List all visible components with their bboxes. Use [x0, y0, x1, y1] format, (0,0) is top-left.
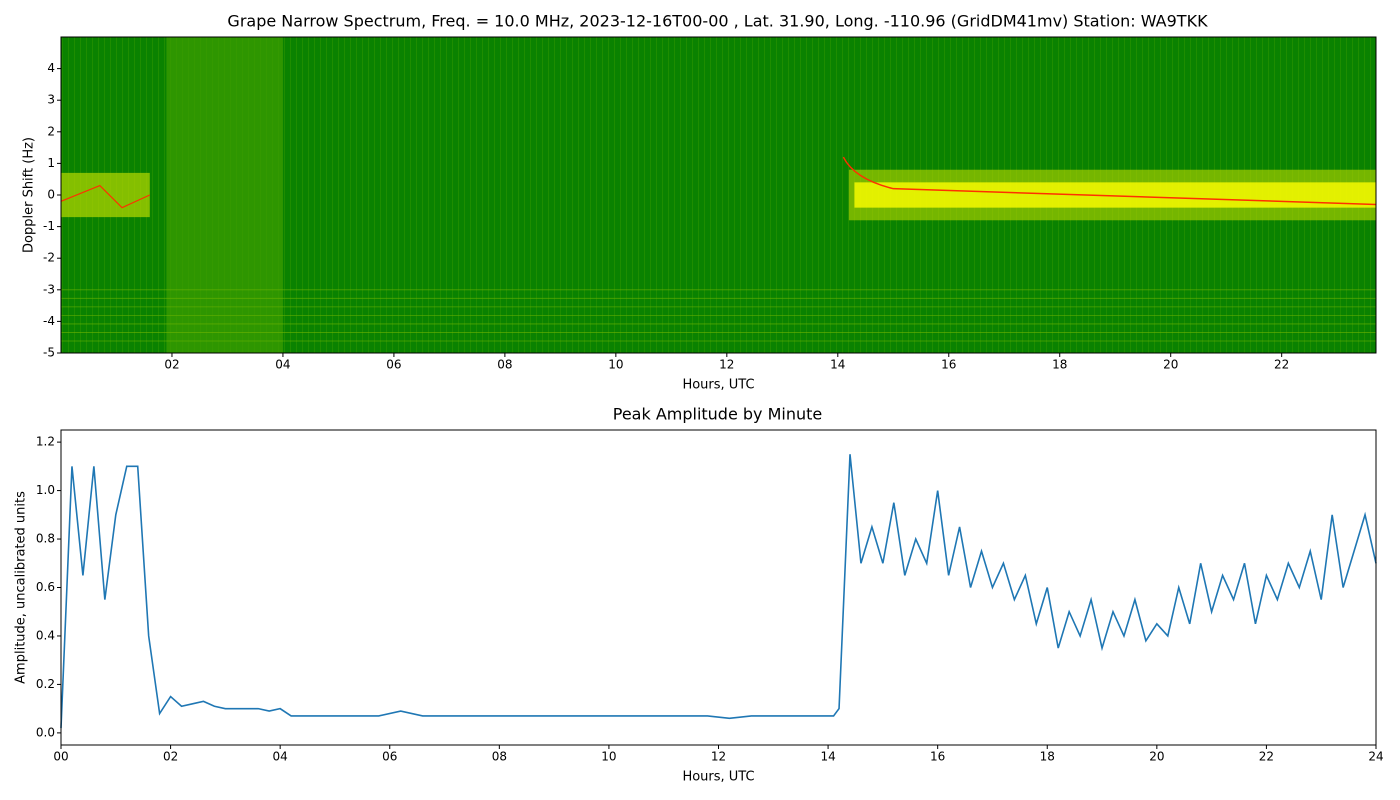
- x-axis-label: Hours, UTC: [682, 770, 754, 785]
- x-tick-label: 12: [711, 750, 726, 764]
- x-tick-label: 14: [830, 358, 845, 372]
- signal-trace: [60, 184, 151, 209]
- y-tick-label: 3: [47, 93, 55, 107]
- x-tick-label: 16: [930, 750, 945, 764]
- x-tick-label: 16: [941, 358, 956, 372]
- x-tick-label: 00: [53, 750, 68, 764]
- x-tick-label: 08: [492, 750, 507, 764]
- x-tick-label: 14: [820, 750, 835, 764]
- signal-band: [61, 172, 150, 218]
- x-tick-label: 10: [608, 358, 623, 372]
- x-tick-label: 02: [163, 750, 178, 764]
- x-tick-label: 02: [164, 358, 179, 372]
- y-tick-label: 0.4: [36, 628, 55, 642]
- y-tick-label: 2: [47, 124, 55, 138]
- y-tick-label: 4: [47, 61, 55, 75]
- x-tick-label: 06: [382, 750, 397, 764]
- x-tick-label: 22: [1274, 358, 1289, 372]
- amplitude-line: [60, 454, 1377, 729]
- x-tick-label: 22: [1259, 750, 1274, 764]
- y-tick-label: 0.6: [36, 580, 55, 594]
- x-tick-label: 20: [1163, 358, 1178, 372]
- x-tick-label: 12: [719, 358, 734, 372]
- y-tick-label: -4: [43, 314, 55, 328]
- y-tick-label: -2: [43, 251, 55, 265]
- y-tick-label: 0.2: [36, 677, 55, 691]
- y-tick-label: 1.0: [36, 483, 55, 497]
- chart-title: Grape Narrow Spectrum, Freq. = 10.0 MHz,…: [227, 12, 1208, 31]
- noise-region: [166, 37, 283, 353]
- y-tick-label: 0.8: [36, 532, 55, 546]
- x-tick-label: 20: [1149, 750, 1164, 764]
- signal-band: [854, 182, 1376, 208]
- y-tick-label: -1: [43, 219, 55, 233]
- y-tick-label: -5: [43, 346, 55, 360]
- x-tick-label: 18: [1040, 750, 1055, 764]
- x-tick-label: 08: [497, 358, 512, 372]
- y-tick-label: 0: [47, 188, 55, 202]
- signal-trace: [842, 156, 1377, 206]
- x-tick-label: 18: [1052, 358, 1067, 372]
- y-tick-label: 1: [47, 156, 55, 170]
- x-tick-label: 04: [273, 750, 288, 764]
- x-tick-label: 24: [1368, 750, 1383, 764]
- x-tick-label: 04: [275, 358, 290, 372]
- y-tick-label: 0.0: [36, 725, 55, 739]
- y-tick-label: 1.2: [36, 435, 55, 449]
- x-axis-label: Hours, UTC: [682, 378, 754, 393]
- x-tick-label: 10: [601, 750, 616, 764]
- x-tick-label: 06: [386, 358, 401, 372]
- y-tick-label: -3: [43, 282, 55, 296]
- y-axis-label: Doppler Shift (Hz): [22, 137, 37, 253]
- chart-title: Peak Amplitude by Minute: [613, 405, 823, 424]
- y-axis-label: Amplitude, uncalibrated units: [14, 491, 29, 684]
